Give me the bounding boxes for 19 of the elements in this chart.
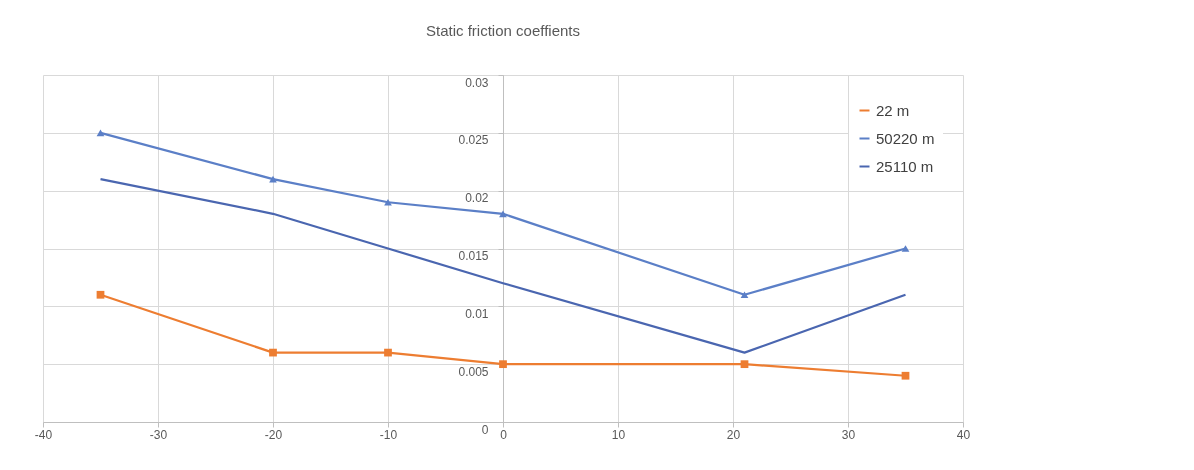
- x-tick-label: -30: [149, 427, 168, 442]
- x-tick-label: 20: [726, 427, 741, 442]
- y-tick-label: 0.005: [458, 364, 489, 379]
- x-tick-label: 40: [956, 427, 971, 442]
- x-tick-label: -40: [34, 427, 53, 442]
- y-tick-label: 0.02: [465, 191, 489, 206]
- legend-label: 50220 m: [876, 129, 935, 147]
- x-tick-label: -20: [264, 427, 283, 442]
- y-tick-label: 0.015: [458, 249, 489, 263]
- chart-title: Static friction coeffients: [426, 21, 580, 39]
- y-tick-label: 0.01: [465, 306, 489, 321]
- x-tick-label: -10: [379, 427, 398, 442]
- y-tick-label: 0.025: [458, 133, 489, 148]
- x-tick-label: 30: [841, 427, 856, 442]
- x-tick-label: 10: [611, 427, 626, 442]
- legend-label: 22 m: [876, 101, 910, 119]
- legend-label: 25110 m: [876, 157, 934, 175]
- x-tick-label: 0: [500, 427, 508, 442]
- y-tick-label: 0.03: [465, 75, 489, 90]
